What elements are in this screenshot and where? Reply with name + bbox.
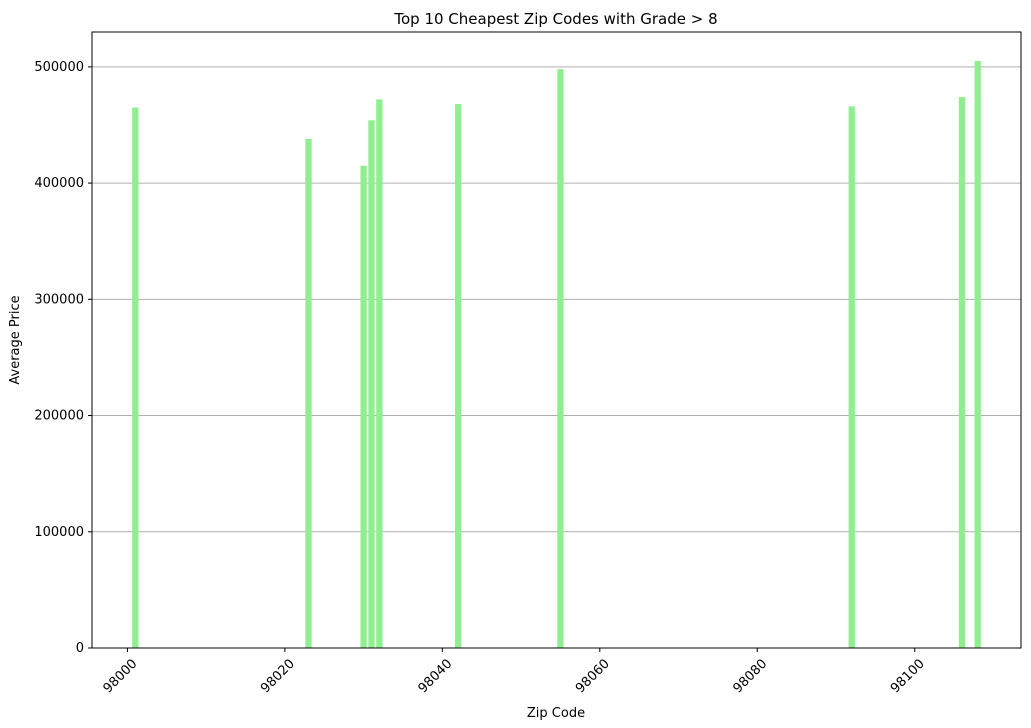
x-tick-label: 98080	[730, 656, 770, 696]
bars	[132, 61, 981, 649]
y-tick-label: 400000	[34, 176, 84, 191]
x-tick-label: 98020	[258, 656, 298, 696]
bar	[305, 138, 312, 649]
bar	[376, 99, 383, 649]
bar	[360, 165, 367, 648]
chart-title: Top 10 Cheapest Zip Codes with Grade > 8	[393, 10, 717, 28]
y-tick-label: 0	[76, 641, 84, 656]
y-gridlines	[92, 66, 1021, 649]
x-axis: 98000 98020 98040 98060 98080 98100	[101, 648, 928, 696]
x-axis-label: Zip Code	[527, 706, 585, 721]
y-tick-label: 100000	[34, 525, 84, 540]
bar	[974, 61, 981, 649]
x-tick-label: 98100	[888, 656, 928, 696]
x-tick-label: 98000	[101, 656, 141, 696]
bar	[557, 69, 564, 649]
bar	[132, 107, 139, 648]
y-axis-label: Average Price	[8, 295, 23, 384]
y-tick-label: 500000	[34, 60, 84, 75]
bar	[368, 120, 375, 648]
bar	[848, 106, 855, 649]
x-tick-label: 98040	[416, 656, 456, 696]
y-axis: 0 100000 200000 300000 400000 500000	[34, 60, 92, 656]
bar	[454, 104, 462, 649]
plot-frame	[91, 31, 1022, 649]
bar	[958, 97, 966, 648]
y-tick-label: 300000	[34, 292, 84, 307]
y-tick-label: 200000	[34, 409, 84, 424]
x-tick-label: 98060	[573, 656, 613, 696]
